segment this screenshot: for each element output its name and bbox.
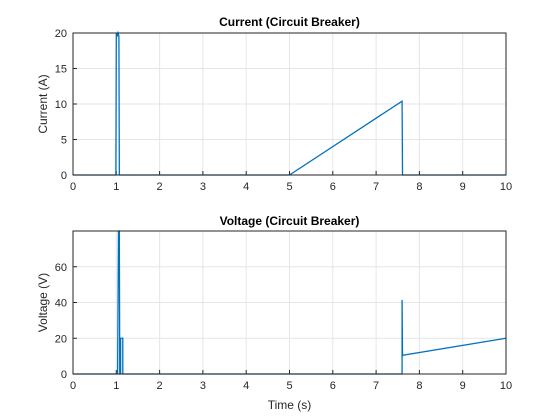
y-tick-label: 40 bbox=[55, 298, 67, 310]
y-tick-label: 60 bbox=[55, 262, 67, 274]
x-tick-label: 1 bbox=[113, 181, 119, 193]
ticks: 0 1 2 3 4 5 6 7 8 9 10 0 5 10 15 20 bbox=[55, 28, 512, 193]
x-tick-label: 10 bbox=[500, 380, 512, 392]
x-tick-label: 4 bbox=[243, 181, 249, 193]
x-tick-label: 10 bbox=[500, 181, 512, 193]
y-tick-label: 10 bbox=[55, 99, 67, 111]
x-tick-label: 8 bbox=[416, 181, 422, 193]
x-tick-label: 3 bbox=[200, 181, 206, 193]
x-tick-label: 9 bbox=[460, 181, 466, 193]
current-chart: Current (Circuit Breaker) 0 1 2 3 4 5 6 7 8 9 10 0 5… bbox=[36, 15, 512, 193]
y-tick-label: 5 bbox=[61, 135, 67, 147]
chart-title: Current (Circuit Breaker) bbox=[219, 15, 360, 29]
y-tick-label: 15 bbox=[55, 64, 67, 76]
y-axis-label: Voltage (V) bbox=[36, 273, 50, 332]
chart-title: Voltage (Circuit Breaker) bbox=[220, 214, 360, 228]
x-tick-label: 4 bbox=[243, 380, 249, 392]
x-tick-label: 8 bbox=[416, 380, 422, 392]
x-axis-label: Time (s) bbox=[268, 398, 312, 412]
x-tick-label: 7 bbox=[373, 181, 379, 193]
x-tick-label: 6 bbox=[330, 380, 336, 392]
x-tick-label: 0 bbox=[70, 181, 76, 193]
voltage-chart: Voltage (Circuit Breaker) 0 1 2 3 4 5 6 7 8 9 10 0 2… bbox=[36, 214, 512, 412]
x-tick-label: 5 bbox=[286, 181, 292, 193]
axes-frame bbox=[72, 32, 507, 176]
ticks: 0 1 2 3 4 5 6 7 8 9 10 0 20 40 60 bbox=[55, 262, 512, 392]
x-tick-label: 2 bbox=[157, 380, 163, 392]
x-tick-label: 0 bbox=[70, 380, 76, 392]
axes-frame bbox=[72, 230, 507, 375]
x-tick-label: 3 bbox=[200, 380, 206, 392]
y-tick-label: 0 bbox=[61, 170, 67, 182]
x-tick-label: 2 bbox=[157, 181, 163, 193]
x-tick-label: 5 bbox=[286, 380, 292, 392]
grid bbox=[72, 231, 507, 375]
x-tick-label: 7 bbox=[373, 380, 379, 392]
grid bbox=[72, 32, 507, 176]
y-tick-label: 20 bbox=[55, 333, 67, 345]
y-axis-label: Current (A) bbox=[36, 74, 50, 133]
x-tick-label: 9 bbox=[460, 380, 466, 392]
x-tick-label: 1 bbox=[113, 380, 119, 392]
y-tick-label: 0 bbox=[61, 369, 67, 381]
x-tick-label: 6 bbox=[330, 181, 336, 193]
y-tick-label: 20 bbox=[55, 28, 67, 40]
